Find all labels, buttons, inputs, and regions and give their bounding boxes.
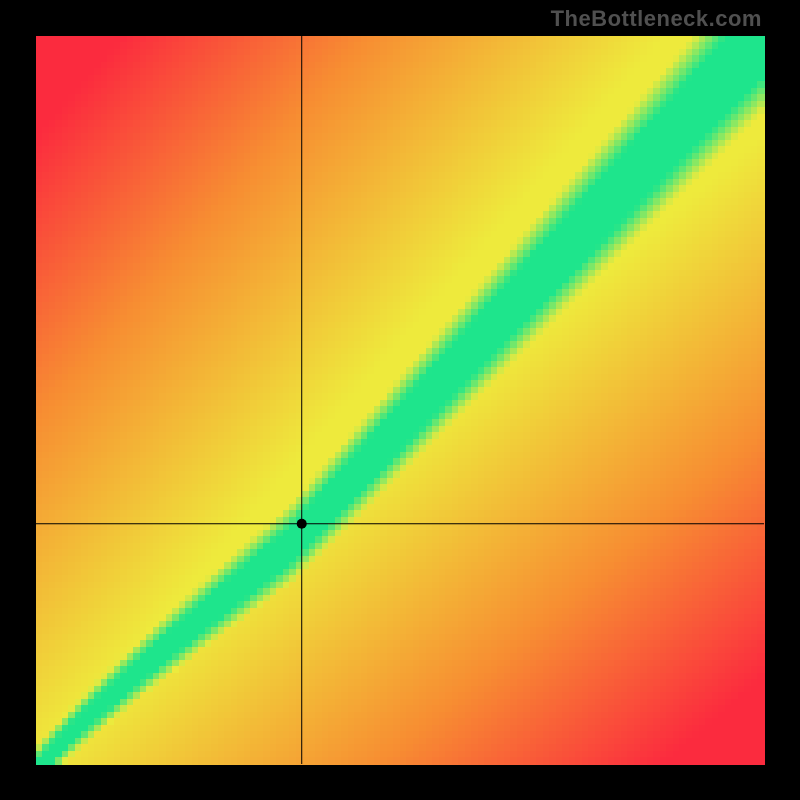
bottleneck-heatmap — [0, 0, 800, 800]
watermark-text: TheBottleneck.com — [551, 6, 762, 32]
chart-container: TheBottleneck.com — [0, 0, 800, 800]
